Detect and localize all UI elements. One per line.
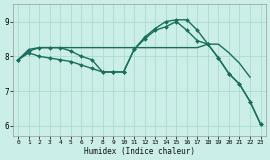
X-axis label: Humidex (Indice chaleur): Humidex (Indice chaleur) <box>84 147 195 156</box>
